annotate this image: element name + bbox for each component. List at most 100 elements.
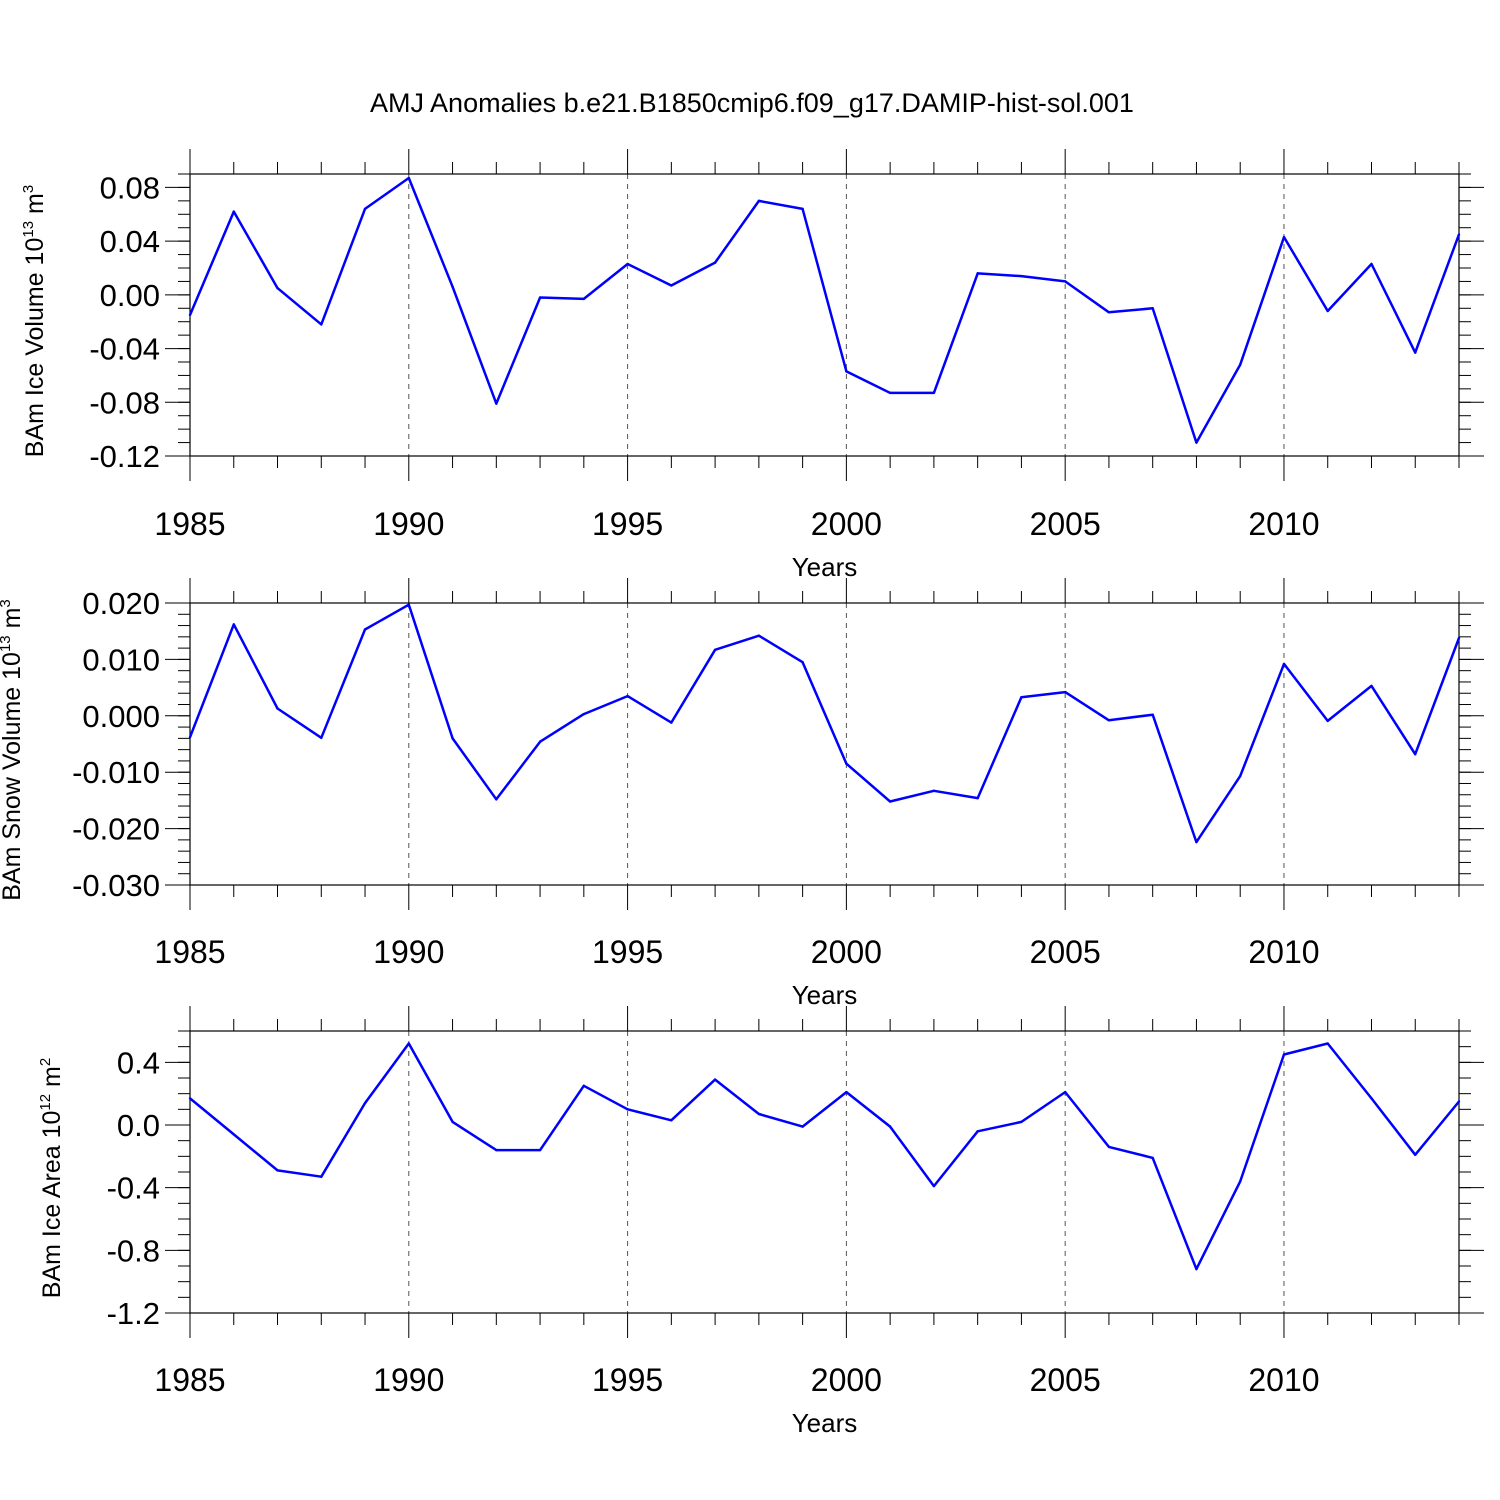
x-tick-label: 2000 [811, 506, 882, 542]
data-point [1370, 1097, 1373, 1100]
x-tick-label: 1995 [592, 934, 663, 970]
data-point [582, 297, 586, 301]
y-tick-label: 0.010 [82, 642, 160, 677]
data-point [757, 634, 761, 637]
x-tick-label: 2000 [811, 934, 882, 970]
data-point [1457, 636, 1461, 640]
data-point [1195, 1267, 1198, 1271]
data-point [320, 1175, 323, 1178]
data-point [1063, 1090, 1067, 1094]
x-axis-label: Years [792, 980, 858, 1010]
data-point [1063, 690, 1067, 694]
y-tick-label: 0.04 [100, 224, 160, 259]
data-point [1107, 1145, 1111, 1149]
y-tick-label: 0.08 [100, 170, 160, 205]
x-tick-label: 2005 [1030, 934, 1101, 970]
data-point [1457, 1100, 1461, 1103]
data-point [801, 1125, 804, 1128]
data-point [495, 402, 498, 405]
plot-frame [189, 1030, 1460, 1314]
y-tick-label: -0.12 [89, 439, 160, 474]
data-point [1282, 662, 1286, 666]
data-point [845, 370, 848, 373]
chart-title: AMJ Anomalies b.e21.B1850cmip6.f09_g17.D… [370, 88, 1134, 118]
data-point [276, 1169, 279, 1172]
data-point [1282, 235, 1286, 239]
data-point [276, 286, 279, 290]
x-tick-label: 1990 [373, 1362, 444, 1398]
data-point [713, 261, 717, 264]
x-tick-label: 1985 [154, 1362, 225, 1398]
data-point [407, 603, 410, 606]
data-point [451, 737, 454, 740]
data-point [1326, 1042, 1329, 1045]
x-tick-label: 1995 [592, 1362, 663, 1398]
data-point [626, 262, 629, 266]
data-point [538, 296, 542, 299]
data-point [801, 207, 804, 211]
data-point [1414, 351, 1417, 354]
data-point [1020, 1120, 1023, 1124]
data-point [1370, 262, 1373, 266]
plot-frame [189, 602, 1460, 886]
y-axis-label: BAm Snow Volume 1013 m3 [0, 599, 26, 901]
data-point [1107, 311, 1111, 314]
data-point [1151, 713, 1154, 716]
y-tick-label: 0.0 [117, 1108, 160, 1143]
x-axis-label: Years [792, 552, 858, 582]
data-point [845, 762, 848, 765]
data-series-line [188, 176, 1461, 444]
data-point [1414, 752, 1417, 756]
y-tick-label: -0.8 [107, 1233, 160, 1268]
data-point [801, 661, 804, 664]
y-tick-label: -1.2 [107, 1296, 160, 1331]
data-point [1326, 309, 1329, 313]
x-tick-label: 2010 [1248, 1362, 1319, 1398]
y-tick-label: -0.4 [107, 1171, 160, 1206]
data-point [976, 1130, 979, 1133]
data-point [670, 284, 673, 287]
data-point [1282, 1053, 1286, 1056]
data-point [1151, 307, 1154, 310]
data-point [232, 210, 235, 213]
data-point [888, 391, 892, 395]
data-point [363, 1101, 367, 1105]
data-point [188, 313, 192, 317]
data-point [451, 285, 454, 288]
data-point [757, 1112, 761, 1116]
data-point [363, 207, 367, 211]
data-point [582, 1084, 586, 1088]
data-point [670, 721, 673, 724]
data-point [232, 1133, 235, 1136]
chart-panel-2: -0.030 -0.020 -0.010 0.000 0.010 0.020 1985 199… [0, 578, 1484, 1010]
data-point [582, 712, 586, 716]
x-tick-label: 1995 [592, 506, 663, 542]
data-point [451, 1120, 454, 1124]
data-point [932, 789, 936, 793]
data-point [932, 391, 936, 395]
x-tick-label: 2010 [1248, 506, 1319, 542]
x-axis-label: Years [792, 1408, 858, 1438]
data-point [232, 623, 235, 626]
x-tick-label: 2005 [1030, 506, 1101, 542]
data-series-line [189, 1042, 1460, 1271]
data-point [888, 1125, 892, 1128]
plot-frame [189, 173, 1460, 457]
data-point [1370, 684, 1373, 688]
x-tick-label: 1990 [373, 506, 444, 542]
data-point [757, 199, 761, 203]
x-tick-label: 1990 [373, 934, 444, 970]
data-point [320, 736, 323, 739]
data-point [1107, 719, 1111, 722]
chart-panel-3: -1.2 -0.8 -0.4 0.0 0.4 1985 1990 1995 2000 2005 20… [37, 1006, 1484, 1438]
data-point [626, 1108, 629, 1111]
y-tick-label: 0.00 [100, 278, 160, 313]
data-point [626, 694, 629, 698]
x-tick-label: 1985 [154, 934, 225, 970]
y-tick-label: -0.04 [89, 332, 160, 367]
data-point [1239, 774, 1242, 778]
data-point [932, 1184, 936, 1188]
data-point [407, 176, 410, 180]
data-point [1195, 441, 1198, 444]
